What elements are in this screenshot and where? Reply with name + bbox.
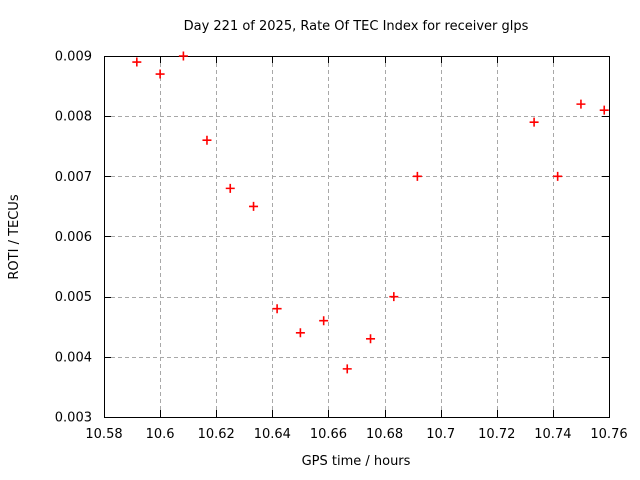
data-point-marker: [225, 183, 235, 193]
data-point-marker: [576, 99, 586, 109]
data-point-marker: [295, 328, 305, 338]
y-tick-labels: 0.003 0.004 0.005 0.006 0.007 0.008 0.009: [55, 50, 92, 426]
data-point-marker: [319, 316, 329, 326]
data-point-marker: [155, 69, 165, 79]
x-tick-label: 10.72: [478, 427, 515, 442]
data-point-marker: [202, 135, 212, 145]
y-tick-label: 0.006: [55, 230, 92, 245]
y-tick-label: 0.007: [55, 170, 92, 185]
grid-lines: [104, 56, 609, 417]
data-point-marker: [272, 304, 282, 314]
data-point-marker: [342, 364, 352, 374]
y-tick-label: 0.004: [55, 350, 92, 365]
x-tick-label: 10.6: [146, 427, 175, 442]
x-tick-label: 10.64: [254, 427, 291, 442]
x-tick-labels: 10.58 10.6 10.62 10.64 10.66 10.68 10.7 10.72 10…: [85, 427, 627, 442]
y-tick-label: 0.003: [55, 411, 92, 426]
data-point-marker: [599, 105, 609, 115]
data-point-marker: [553, 171, 563, 181]
data-point-marker: [366, 334, 376, 344]
x-tick-label: 10.62: [198, 427, 235, 442]
data-point-marker: [529, 117, 539, 127]
data-points: [132, 51, 609, 374]
data-point-marker: [249, 201, 259, 211]
plot-border: [104, 56, 610, 418]
x-axis-label: GPS time / hours: [301, 454, 411, 469]
data-point-marker: [412, 171, 422, 181]
x-tick-label: 10.76: [590, 427, 627, 442]
data-point-marker: [132, 57, 142, 67]
y-tick-label: 0.005: [55, 290, 92, 305]
tick-marks: [104, 56, 610, 418]
y-tick-label: 0.008: [55, 110, 92, 125]
data-point-marker: [389, 292, 399, 302]
x-tick-label: 10.58: [85, 427, 122, 442]
data-point-marker: [178, 51, 188, 61]
chart-title: Day 221 of 2025, Rate Of TEC Index for r…: [183, 19, 529, 34]
x-tick-label: 10.7: [426, 427, 455, 442]
x-tick-label: 10.68: [366, 427, 403, 442]
y-tick-label: 0.009: [55, 50, 92, 65]
x-tick-label: 10.66: [310, 427, 347, 442]
x-tick-label: 10.74: [534, 427, 571, 442]
